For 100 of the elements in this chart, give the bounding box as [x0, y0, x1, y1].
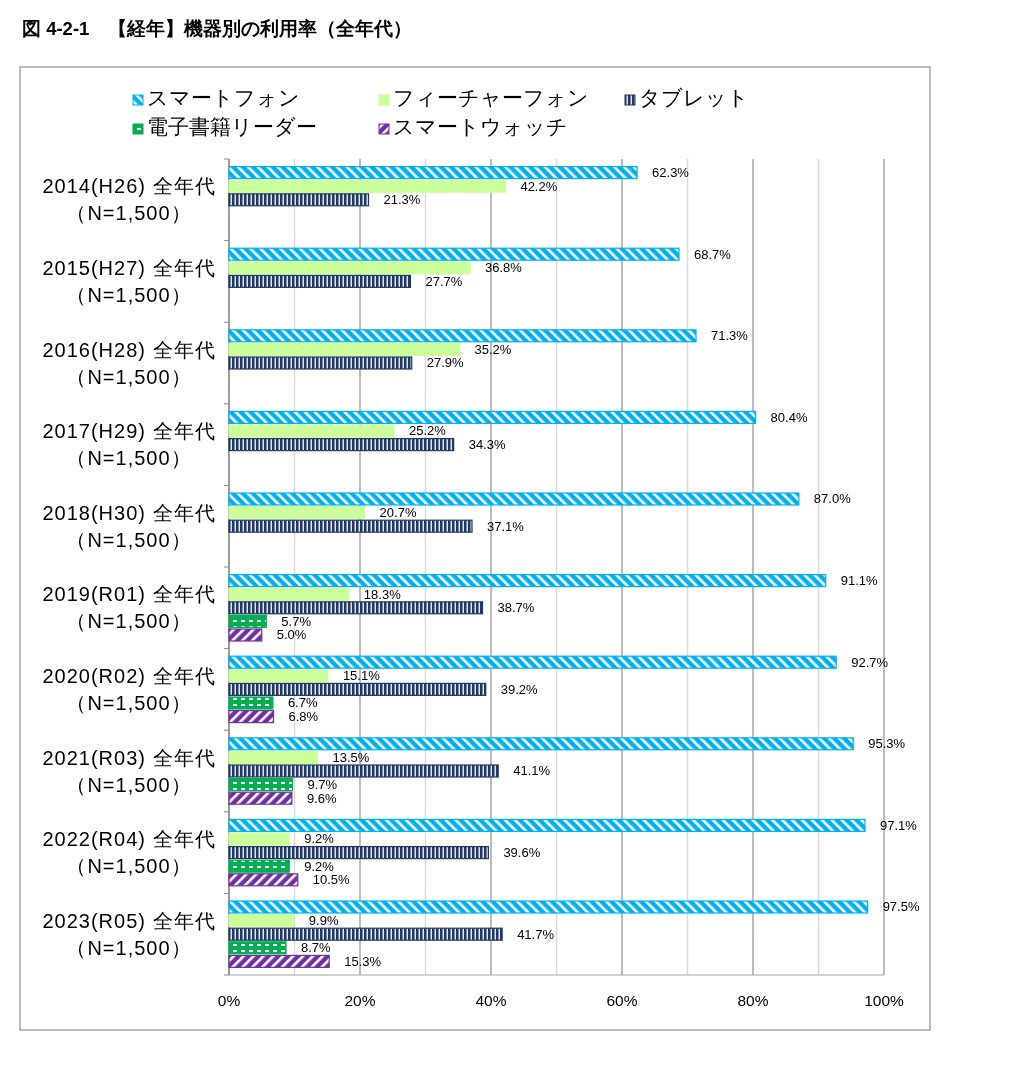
bar [228, 342, 461, 356]
y-tick-label: 2016(H28) 全年代（N=1,500） [42, 338, 216, 388]
bar [228, 492, 800, 506]
x-tick-label: 20% [344, 992, 376, 1009]
data-label: 34.3% [468, 437, 506, 453]
data-label: 25.2% [409, 423, 447, 439]
data-label: 80.4% [770, 409, 808, 425]
bar [228, 873, 299, 887]
bar [228, 274, 412, 288]
legend-label: スマートウォッチ [393, 115, 568, 139]
bar [228, 574, 827, 588]
bar [228, 778, 294, 792]
bar [228, 846, 489, 860]
bar [228, 737, 854, 751]
data-label: 71.3% [711, 328, 749, 344]
bar [228, 832, 290, 846]
data-label: 13.5% [332, 749, 370, 765]
bar [228, 438, 455, 452]
y-tick-label: 2022(R04) 全年代（N=1,500） [42, 828, 216, 878]
legend-label: タブレット [639, 86, 749, 110]
bar [228, 628, 263, 642]
bar [228, 927, 503, 941]
data-label: 39.6% [503, 845, 541, 861]
y-tick-label: 2023(R05) 全年代（N=1,500） [42, 909, 216, 959]
bar [228, 859, 290, 873]
data-label: 27.9% [426, 355, 465, 371]
bar [228, 587, 350, 601]
data-label: 39.2% [500, 681, 539, 697]
data-label: 9.9% [308, 913, 339, 929]
data-label: 36.8% [485, 260, 523, 276]
data-label: 5.0% [276, 627, 307, 643]
data-label: 62.3% [652, 165, 690, 181]
bar [228, 696, 274, 710]
x-tick-label: 80% [737, 992, 769, 1009]
bar [228, 179, 507, 193]
data-label: 9.2% [304, 858, 335, 874]
bar [228, 247, 680, 261]
bar [228, 655, 837, 669]
chart-title: 図 4-2-1 【経年】機器別の利用率（全年代） [22, 18, 413, 39]
data-label: 38.7% [497, 600, 535, 616]
bar [228, 614, 267, 628]
bar [228, 791, 293, 805]
bar [228, 900, 869, 914]
bar [228, 914, 295, 928]
bar [228, 941, 287, 955]
data-label: 5.7% [281, 613, 312, 629]
data-label: 87.0% [813, 491, 852, 507]
data-label: 15.1% [342, 668, 381, 684]
y-tick-label: 2020(R02) 全年代（N=1,500） [42, 664, 216, 714]
data-label: 27.7% [425, 273, 463, 289]
bar [228, 601, 484, 615]
data-label: 9.6% [306, 790, 337, 806]
bar [228, 764, 499, 778]
data-label: 41.7% [517, 926, 555, 942]
x-tick-label: 0% [217, 992, 241, 1009]
bar [228, 818, 866, 832]
data-label: 92.7% [851, 654, 889, 670]
bar [228, 954, 330, 968]
bar [228, 329, 697, 343]
data-label: 10.5% [312, 872, 351, 888]
bar [228, 424, 395, 438]
bar [228, 710, 275, 724]
data-label: 9.7% [307, 777, 338, 793]
bar [228, 356, 413, 370]
data-label: 9.2% [304, 831, 335, 847]
bar [228, 669, 329, 683]
bar [228, 166, 638, 180]
data-label: 41.1% [513, 763, 551, 779]
data-label: 97.5% [882, 899, 920, 915]
y-tick-label: 2014(H26) 全年代（N=1,500） [42, 175, 216, 225]
y-tick-label: 2015(H27) 全年代（N=1,500） [42, 256, 216, 306]
bar [228, 193, 370, 207]
bar [228, 261, 471, 275]
bar [228, 682, 487, 696]
data-label: 91.1% [840, 573, 879, 589]
data-label: 8.7% [300, 940, 332, 956]
y-tick-label: 2019(R01) 全年代（N=1,500） [42, 583, 216, 633]
data-label: 20.7% [379, 505, 417, 521]
data-label: 6.8% [288, 709, 319, 725]
data-label: 21.3% [383, 192, 421, 208]
y-tick-label: 2017(H29) 全年代（N=1,500） [42, 420, 216, 470]
data-label: 15.3% [344, 953, 382, 969]
data-label: 42.2% [520, 178, 558, 194]
x-tick-label: 60% [606, 992, 638, 1009]
legend-label: スマートフォン [147, 86, 300, 110]
x-tick-label: 40% [475, 992, 507, 1009]
data-label: 68.7% [693, 246, 732, 262]
y-tick-label: 2018(H30) 全年代（N=1,500） [42, 501, 216, 551]
data-label: 37.1% [487, 518, 525, 534]
bar [228, 750, 319, 764]
data-label: 97.1% [880, 817, 918, 833]
y-tick-label: 2021(R03) 全年代（N=1,500） [42, 746, 216, 796]
data-label: 95.3% [868, 736, 906, 752]
bar [228, 519, 473, 533]
bar [228, 506, 366, 520]
data-label: 6.7% [287, 695, 318, 711]
legend-label: フィーチャーフォン [393, 86, 589, 110]
bar [228, 410, 757, 424]
x-tick-label: 100% [864, 992, 905, 1009]
data-label: 18.3% [363, 586, 402, 602]
